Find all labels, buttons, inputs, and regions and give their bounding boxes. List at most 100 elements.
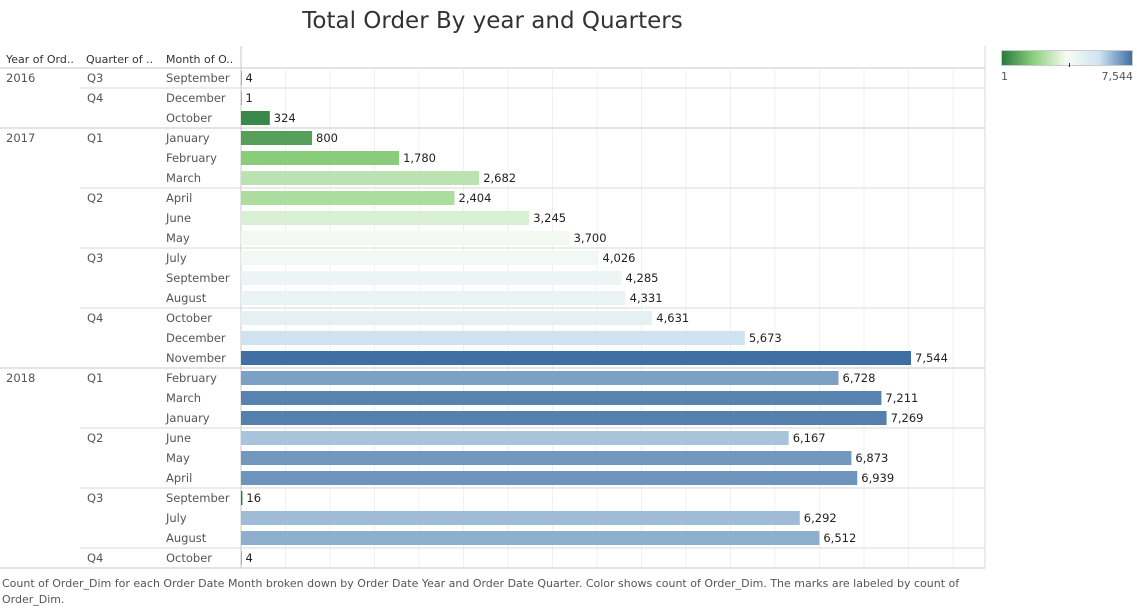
month-label: February xyxy=(166,371,217,385)
quarter-label: Q4 xyxy=(87,311,103,325)
bar xyxy=(241,391,882,405)
data-label: 16 xyxy=(246,491,261,505)
bar xyxy=(241,451,852,465)
quarter-label: Q4 xyxy=(87,551,103,565)
month-label: January xyxy=(165,131,210,145)
month-label: May xyxy=(166,451,190,465)
bar-chart: Year of Ord.. Quarter of .. Month of O.. 20… xyxy=(0,46,986,569)
bar xyxy=(241,111,270,125)
year-label: 2018 xyxy=(6,371,35,385)
quarter-label: Q3 xyxy=(87,71,103,85)
quarter-label: Q3 xyxy=(87,491,103,505)
data-label: 1 xyxy=(246,91,253,105)
header-quarter-label: Quarter of .. xyxy=(86,53,153,66)
bar xyxy=(241,211,530,225)
month-label: April xyxy=(166,191,192,205)
bar xyxy=(241,511,800,525)
month-label: May xyxy=(166,231,190,245)
bar xyxy=(241,471,858,485)
month-label: June xyxy=(165,431,191,445)
year-label: 2017 xyxy=(6,131,35,145)
data-label: 2,682 xyxy=(483,171,516,185)
data-label: 6,873 xyxy=(855,451,888,465)
month-label: July xyxy=(165,251,187,265)
color-legend-max-label: 7,544 xyxy=(1101,70,1134,83)
month-label: June xyxy=(165,211,191,225)
month-label: October xyxy=(166,551,212,565)
chart-caption: Count of Order_Dim for each Order Date M… xyxy=(2,577,960,606)
chart-title: Total Order By year and Quarters xyxy=(302,8,683,34)
header-row xyxy=(0,46,985,68)
month-label: December xyxy=(166,331,226,345)
data-label: 4,631 xyxy=(656,311,689,325)
data-label: 4,026 xyxy=(603,251,636,265)
bar xyxy=(241,311,653,325)
bar xyxy=(241,531,820,545)
data-label: 6,167 xyxy=(793,431,826,445)
data-label: 1,780 xyxy=(403,151,436,165)
data-label: 4 xyxy=(246,551,253,565)
month-label: November xyxy=(166,351,226,365)
data-label: 3,245 xyxy=(533,211,566,225)
bar xyxy=(241,291,626,305)
month-label: March xyxy=(166,171,201,185)
data-label: 2,404 xyxy=(459,191,492,205)
quarter-label: Q3 xyxy=(87,251,103,265)
year-label: 2016 xyxy=(6,71,35,85)
month-label: September xyxy=(166,491,230,505)
month-label: September xyxy=(166,271,230,285)
header-month-label: Month of O.. xyxy=(166,53,233,66)
bar xyxy=(241,371,839,385)
bar xyxy=(241,71,242,85)
bar xyxy=(241,231,570,245)
month-label: March xyxy=(166,391,201,405)
data-label: 7,544 xyxy=(915,351,948,365)
month-label: October xyxy=(166,111,212,125)
month-label: September xyxy=(166,71,230,85)
quarter-label: Q1 xyxy=(87,371,103,385)
quarter-label: Q4 xyxy=(87,91,103,105)
header-year-label: Year of Ord.. xyxy=(5,53,74,66)
bar xyxy=(241,331,745,345)
bar xyxy=(241,131,313,145)
data-label: 7,269 xyxy=(891,411,924,425)
month-label: February xyxy=(166,151,217,165)
bar xyxy=(241,411,887,425)
bar xyxy=(241,151,400,165)
month-label: January xyxy=(165,411,210,425)
data-label: 4,285 xyxy=(626,271,659,285)
month-label: August xyxy=(166,291,207,305)
color-legend-gradient xyxy=(1001,50,1133,67)
data-label: 6,939 xyxy=(861,471,894,485)
data-label: 4 xyxy=(246,71,253,85)
data-label: 6,512 xyxy=(823,531,856,545)
bar xyxy=(241,91,242,105)
bar xyxy=(241,271,622,285)
month-label: October xyxy=(166,311,212,325)
quarter-label: Q2 xyxy=(87,191,103,205)
data-label: 7,211 xyxy=(885,391,918,405)
color-legend-midpoint xyxy=(1069,63,1070,67)
data-label: 800 xyxy=(316,131,338,145)
data-label: 3,700 xyxy=(574,231,607,245)
color-legend: 1 7,544 xyxy=(1001,50,1133,83)
quarter-label: Q2 xyxy=(87,431,103,445)
month-label: April xyxy=(166,471,192,485)
bar xyxy=(241,351,911,365)
bar xyxy=(241,171,480,185)
bar xyxy=(241,551,242,565)
bar xyxy=(241,251,599,265)
bar xyxy=(241,191,455,205)
data-label: 6,728 xyxy=(843,371,876,385)
data-label: 324 xyxy=(274,111,296,125)
month-label: August xyxy=(166,531,207,545)
data-label: 5,673 xyxy=(749,331,782,345)
data-label: 4,331 xyxy=(630,291,663,305)
data-label: 6,292 xyxy=(804,511,837,525)
month-label: December xyxy=(166,91,226,105)
bar xyxy=(241,491,243,505)
quarter-label: Q1 xyxy=(87,131,103,145)
color-legend-min-label: 1 xyxy=(1001,70,1008,83)
bar xyxy=(241,431,789,445)
month-label: July xyxy=(165,511,187,525)
